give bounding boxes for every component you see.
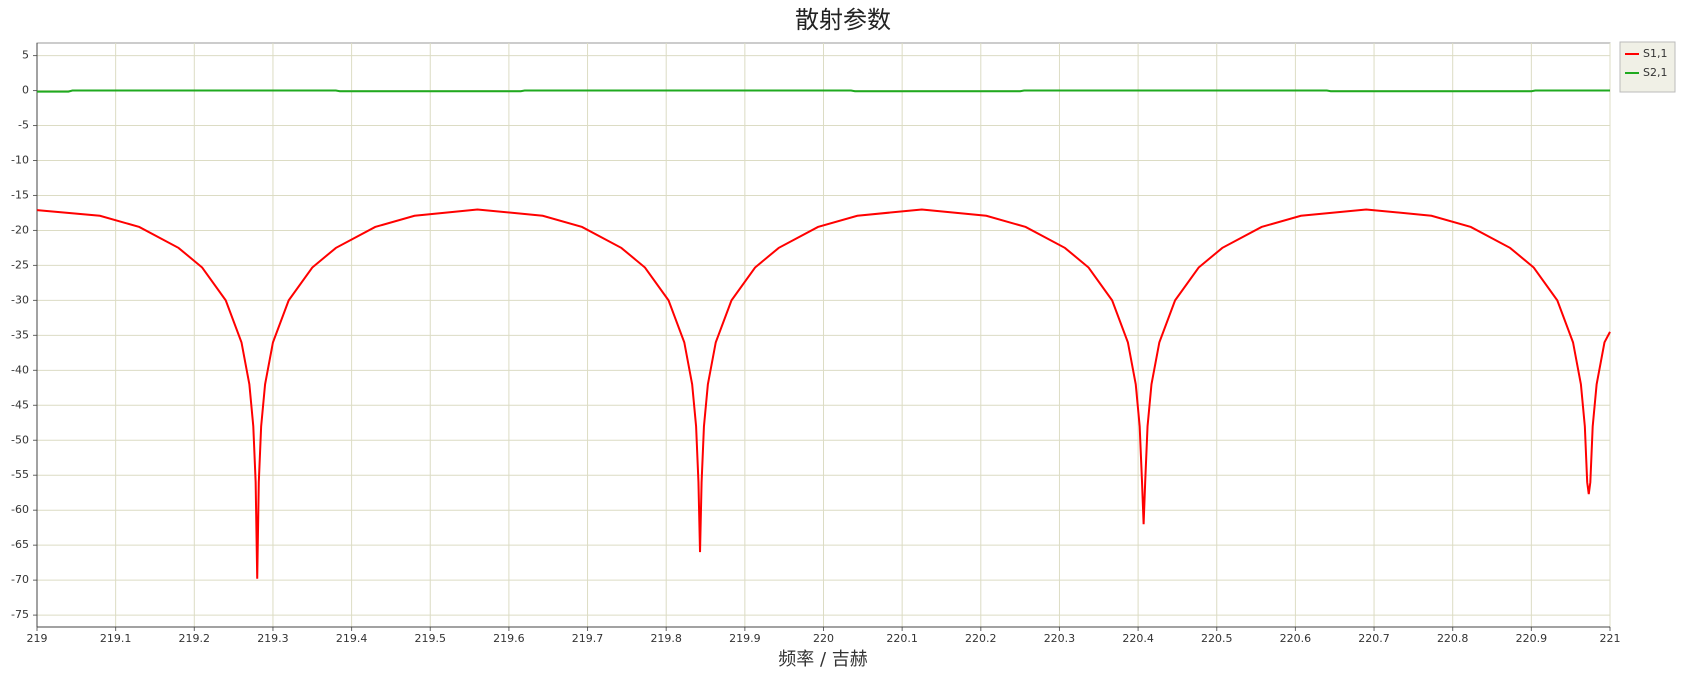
x-tick-label: 220.7 <box>1358 632 1390 645</box>
x-tick-label: 219.6 <box>493 632 525 645</box>
y-tick-label: -35 <box>11 328 29 341</box>
x-tick-label: 219.1 <box>100 632 132 645</box>
x-tick-label: 220.1 <box>886 632 918 645</box>
x-tick-label: 220.5 <box>1201 632 1233 645</box>
x-tick-label: 220.9 <box>1516 632 1548 645</box>
x-tick-label: 220 <box>813 632 834 645</box>
x-tick-label: 219.9 <box>729 632 761 645</box>
y-tick-label: -65 <box>11 538 29 551</box>
legend-label: S2,1 <box>1643 66 1667 79</box>
x-tick-label: 220.4 <box>1122 632 1154 645</box>
y-tick-label: -15 <box>11 188 29 201</box>
series-line <box>36 208 1611 579</box>
series-line <box>37 89 1610 93</box>
y-tick-label: -45 <box>11 398 29 411</box>
x-tick-label: 219.2 <box>179 632 211 645</box>
y-tick-label: -60 <box>11 503 29 516</box>
y-tick-label: -30 <box>11 293 29 306</box>
y-tick-label: -55 <box>11 468 29 481</box>
x-tick-label: 219.7 <box>572 632 604 645</box>
y-tick-label: -40 <box>11 363 29 376</box>
y-tick-label: -50 <box>11 433 29 446</box>
y-tick-label: -10 <box>11 153 29 166</box>
x-tick-label: 220.3 <box>1044 632 1076 645</box>
y-tick-label: -70 <box>11 573 29 586</box>
x-tick-label: 220.2 <box>965 632 997 645</box>
x-tick-label: 219.8 <box>650 632 682 645</box>
y-tick-label: 5 <box>22 49 29 62</box>
x-tick-label: 219.4 <box>336 632 368 645</box>
y-tick-label: -75 <box>11 608 29 621</box>
x-tick-label: 219.5 <box>415 632 447 645</box>
x-tick-label: 221 <box>1600 632 1621 645</box>
y-tick-label: 0 <box>22 84 29 97</box>
legend-label: S1,1 <box>1643 47 1667 60</box>
y-tick-label: -20 <box>11 223 29 236</box>
y-tick-label: -25 <box>11 258 29 271</box>
chart-title: 散射参数 <box>795 6 891 34</box>
y-tick-label: -5 <box>18 119 29 132</box>
x-tick-label: 219.3 <box>257 632 289 645</box>
x-axis-title: 频率 / 吉赫 <box>778 649 868 670</box>
x-tick-label: 219 <box>27 632 48 645</box>
x-tick-label: 220.6 <box>1280 632 1312 645</box>
legend-box <box>1619 41 1676 93</box>
x-tick-label: 220.8 <box>1437 632 1469 645</box>
